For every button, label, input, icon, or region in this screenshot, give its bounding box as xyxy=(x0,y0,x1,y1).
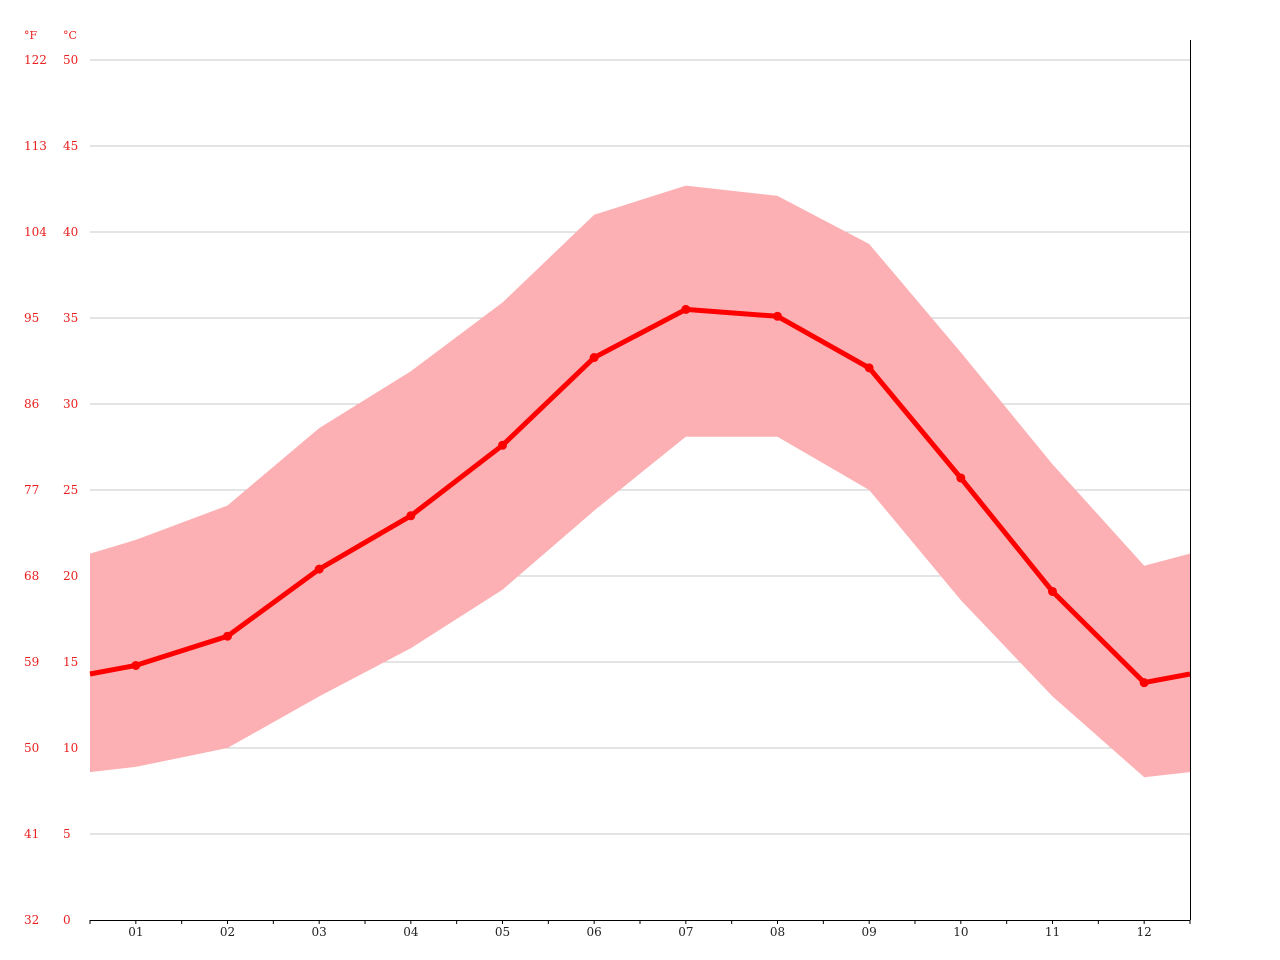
mean-data-point xyxy=(314,564,324,574)
y-tick-label-fahrenheit: 59 xyxy=(24,655,39,669)
x-tick-label: 10 xyxy=(953,925,968,939)
y-tick-label-celsius: 15 xyxy=(63,655,78,669)
y-tick-label-celsius: 10 xyxy=(63,741,78,755)
temperature-range-band xyxy=(90,185,1190,778)
x-tick-label: 02 xyxy=(220,925,235,939)
y-tick-label-fahrenheit: 41 xyxy=(24,827,39,841)
mean-temperature-line xyxy=(89,304,1191,688)
max-min-range-area xyxy=(90,185,1190,778)
y-tick-label-celsius: 0 xyxy=(63,913,71,927)
y-tick-label-celsius: 30 xyxy=(63,397,78,411)
y-tick-label-fahrenheit: 104 xyxy=(24,225,47,239)
x-tick-label: 01 xyxy=(128,925,143,939)
y-tick-label-fahrenheit: 95 xyxy=(24,311,39,325)
mean-data-point xyxy=(1139,678,1149,688)
y-tick-label-celsius: 5 xyxy=(63,827,71,841)
y-tick-label-celsius: 50 xyxy=(63,53,78,67)
celsius-unit-label: °C xyxy=(63,29,77,42)
mean-data-point xyxy=(589,353,599,363)
x-tick-label: 09 xyxy=(862,925,877,939)
y-tick-label-fahrenheit: 68 xyxy=(24,569,39,583)
y-tick-label-fahrenheit: 113 xyxy=(24,139,47,153)
x-tick-label: 08 xyxy=(770,925,785,939)
mean-data-point xyxy=(956,473,966,483)
mean-line xyxy=(89,306,1191,686)
y-tick-label-fahrenheit: 86 xyxy=(24,397,39,411)
x-tick-label: 11 xyxy=(1045,925,1060,939)
y-tick-label-fahrenheit: 50 xyxy=(24,741,39,755)
mean-data-point xyxy=(1048,586,1057,596)
x-tick-label: 05 xyxy=(495,925,510,939)
mean-data-point xyxy=(223,631,232,641)
x-tick-label: 07 xyxy=(678,925,693,939)
y-tick-label-celsius: 40 xyxy=(63,225,78,239)
mean-data-point xyxy=(864,363,874,373)
mean-data-point xyxy=(773,311,782,321)
y-tick-label-celsius: 45 xyxy=(63,139,78,153)
mean-data-point xyxy=(131,660,141,670)
mean-data-point xyxy=(498,440,507,450)
y-tick-label-celsius: 35 xyxy=(63,311,78,325)
y-tick-label-fahrenheit: 122 xyxy=(24,53,47,67)
y-tick-label-celsius: 20 xyxy=(63,569,78,583)
x-tick-label: 04 xyxy=(403,925,419,939)
x-tick-label: 06 xyxy=(587,925,602,939)
fahrenheit-unit-label: °F xyxy=(24,29,38,42)
mean-data-point xyxy=(406,511,416,521)
tick-labels: °F °C 32 0 41 5 50 10 59 15 68 20 77 25 86 30 95 35 104 4… xyxy=(24,29,1152,939)
x-tick-label: 03 xyxy=(312,925,327,939)
x-tick-label: 12 xyxy=(1137,925,1152,939)
mean-data-point xyxy=(681,304,691,314)
y-tick-label-fahrenheit: 32 xyxy=(24,913,39,927)
y-tick-label-celsius: 25 xyxy=(63,483,78,497)
y-tick-label-fahrenheit: 77 xyxy=(24,483,39,497)
axes xyxy=(89,40,1191,924)
